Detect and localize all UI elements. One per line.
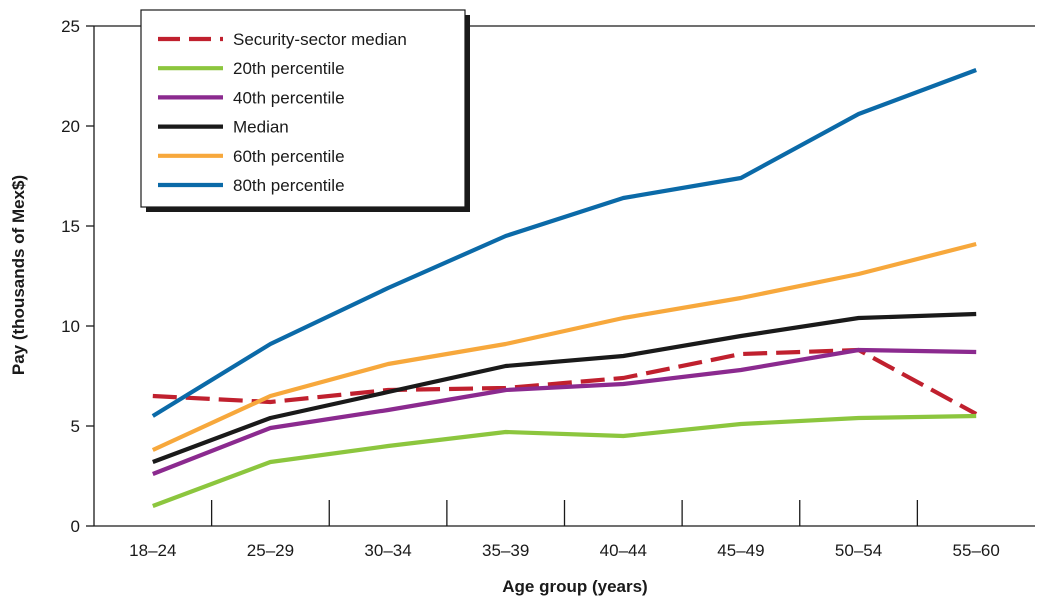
y-axis-title: Pay (thousands of Mex$) <box>9 175 28 375</box>
x-tick-label: 50–54 <box>835 541 882 560</box>
legend-label-20th-percentile: 20th percentile <box>233 59 345 78</box>
legend-label-40th-percentile: 40th percentile <box>233 88 345 107</box>
legend-label-security-sector-median: Security-sector median <box>233 30 407 49</box>
x-tick-label: 55–60 <box>953 541 1000 560</box>
y-tick-label: 15 <box>61 217 80 236</box>
legend-label-median: Median <box>233 118 289 137</box>
y-tick-label: 0 <box>71 517 80 536</box>
x-tick-label: 40–44 <box>600 541 647 560</box>
x-axis-title: Age group (years) <box>502 577 647 596</box>
x-tick-label: 30–34 <box>364 541 411 560</box>
y-tick-label: 25 <box>61 17 80 36</box>
y-tick-label: 20 <box>61 117 80 136</box>
series-line-40th-percentile <box>153 350 976 474</box>
x-tick-label: 18–24 <box>129 541 176 560</box>
legend: Security-sector median 20th percentile 40t… <box>141 10 470 212</box>
legend-label-80th-percentile: 80th percentile <box>233 176 345 195</box>
series-line-20th-percentile <box>153 416 976 506</box>
x-tick-label: 25–29 <box>247 541 294 560</box>
legend-label-60th-percentile: 60th percentile <box>233 147 345 166</box>
x-tick-label: 45–49 <box>717 541 764 560</box>
x-tick-label: 35–39 <box>482 541 529 560</box>
y-tick-label: 10 <box>61 317 80 336</box>
y-tick-label: 5 <box>71 417 80 436</box>
